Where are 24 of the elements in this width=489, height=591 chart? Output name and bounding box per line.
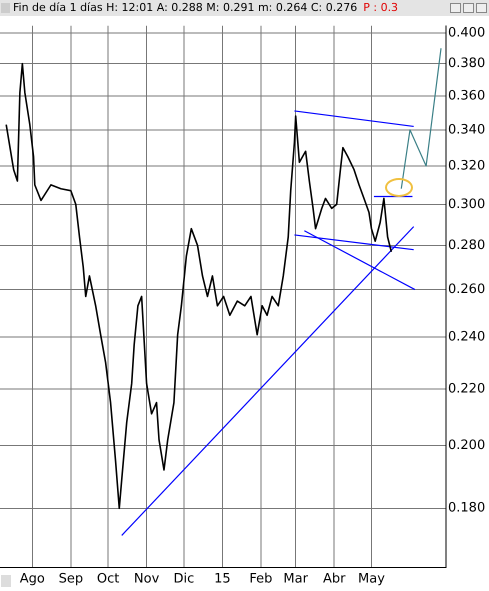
x-tick-label: May <box>358 572 386 587</box>
x-tick-label: Dic <box>173 572 194 587</box>
y-tick-label: 0.260 <box>448 282 486 297</box>
y-tick-label: 0.380 <box>448 56 486 72</box>
y-tick-label: 0.400 <box>448 26 486 41</box>
chart-title: Fin de día 1 días H: 12:01 A: 0.288 M: 0.291 m: 0.264 C: 0.276 <box>13 1 358 14</box>
x-tick-label: Feb <box>249 572 272 587</box>
y-tick-label: 0.320 <box>448 158 486 174</box>
x-tick-label: Ago <box>20 572 45 587</box>
y-tick-label: 0.360 <box>448 88 486 104</box>
y-tick-label: 0.300 <box>448 196 486 212</box>
text: P : 0.3 <box>363 1 398 14</box>
y-tick-label: 0.180 <box>448 500 486 516</box>
x-tick-label: Sep <box>58 572 84 587</box>
y-tick-label: 0.220 <box>448 381 486 396</box>
y-tick-label: 0.200 <box>448 438 486 454</box>
y-tick-label: 0.340 <box>448 122 486 138</box>
x-tick-label: 15 <box>214 572 231 587</box>
x-tick-label: Mar <box>283 572 309 587</box>
y-tick-label: 0.240 <box>448 330 486 345</box>
y-tick-label: 0.280 <box>448 238 486 253</box>
x-tick-label: Nov <box>134 572 160 587</box>
x-tick-label: Oct <box>96 572 120 587</box>
x-tick-label: Abr <box>322 572 346 587</box>
